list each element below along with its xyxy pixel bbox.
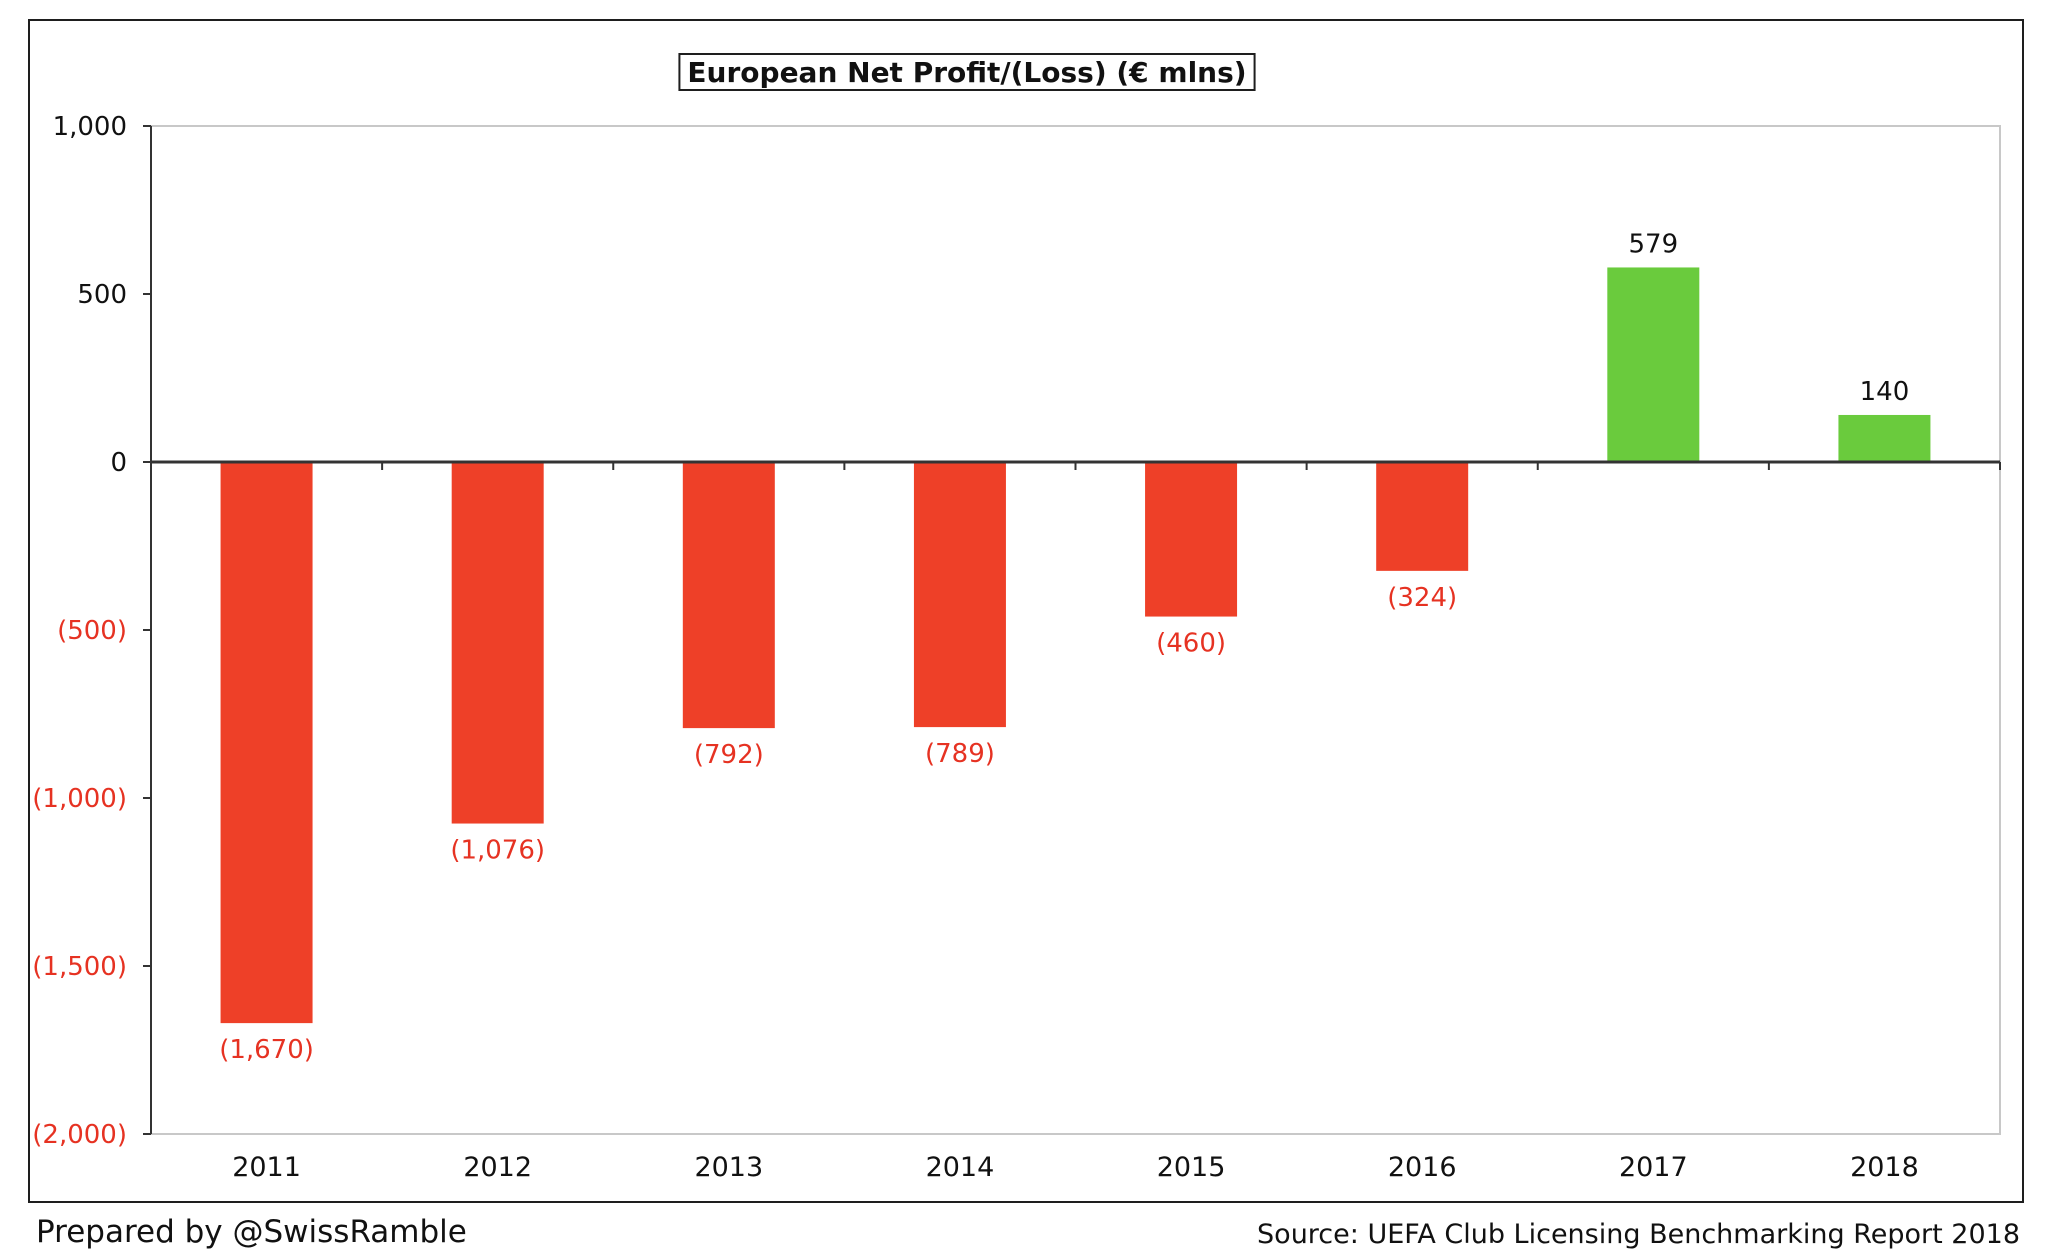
bar (451, 462, 544, 824)
source-note: Source: UEFA Club Licensing Benchmarking… (1257, 1219, 2020, 1250)
x-tick-label: 2017 (1619, 1152, 1688, 1183)
chart-title-box (678, 53, 1256, 91)
x-tick-label: 2011 (232, 1152, 301, 1183)
y-tick-label: 1,000 (53, 112, 127, 142)
x-tick-label: 2015 (1157, 1152, 1226, 1183)
x-tick-label: 2013 (694, 1152, 763, 1183)
x-tick-label: 2014 (926, 1152, 995, 1183)
bar (220, 462, 313, 1024)
data-label: (1,076) (450, 836, 545, 866)
data-label: (1,670) (219, 1035, 314, 1065)
y-tick-label: (1,500) (32, 952, 127, 982)
y-tick-label: 500 (77, 280, 127, 310)
data-label: (324) (1387, 583, 1457, 613)
plot-area: 1,000 500 0 (500) (1,000) (1,500) (2,000) (1,67… (32, 112, 2001, 1183)
x-tick-label: 2012 (463, 1152, 532, 1183)
prepared-by-credit: Prepared by @SwissRamble (36, 1214, 467, 1250)
data-label: 140 (1860, 377, 1910, 407)
bar (1607, 267, 1700, 462)
bar (1376, 462, 1469, 571)
bar (682, 462, 775, 729)
y-tick-label: (1,000) (32, 784, 127, 814)
bar (1145, 462, 1238, 617)
x-tick-label: 2016 (1388, 1152, 1457, 1183)
data-label: (792) (694, 740, 764, 770)
chart-frame (28, 19, 2024, 1203)
data-label: 579 (1628, 229, 1678, 259)
y-tick-label: (2,000) (32, 1120, 127, 1150)
chart-title-group: European Net Profit/(Loss) (€ mlns) (678, 53, 1256, 91)
data-label: (789) (925, 739, 995, 769)
x-tick-label: 2018 (1850, 1152, 1919, 1183)
bar (1838, 414, 1931, 462)
chart-title: European Net Profit/(Loss) (€ mlns) (687, 56, 1246, 89)
plot-border (150, 125, 2001, 1135)
y-tick-label: (500) (57, 616, 127, 646)
data-label: (460) (1156, 629, 1226, 659)
y-tick-label: 0 (110, 448, 127, 478)
bar (913, 462, 1006, 728)
